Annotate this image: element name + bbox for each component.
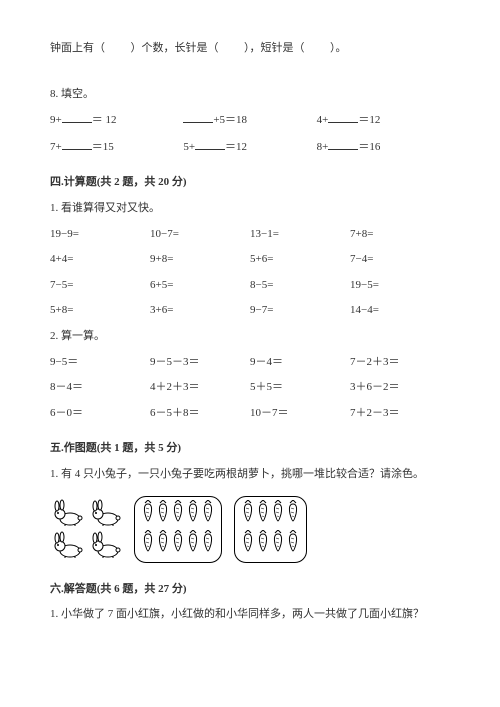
calc-row: 4+4=9+8=5+6=7−4= [50,251,450,269]
carrot-icon [256,530,270,559]
carrot-icon [156,530,170,559]
text: ＝15 [92,141,114,153]
sec5-q1: 1. 有 4 只小兔子，一只小兔子要吃两根胡萝卜，挑哪一堆比较合适？请涂色。 [50,466,450,484]
clock-fill-line: 钟面上有（ ）个数，长针是（ ），短针是（ ）。 [50,40,450,58]
rabbits-group [50,499,122,559]
calc-cell: 8−5= [250,277,350,295]
carrot-icon [171,500,185,529]
carrot-row [141,500,215,529]
calc-cell: 7－2＋3＝ [350,354,450,372]
calc-cell: 6+5= [150,277,250,295]
blank [328,138,358,150]
calc-cell: 3＋6－2＝ [350,379,450,397]
calc-cell: 9－4＝ [250,354,350,372]
text: 9+ [50,114,62,126]
calc-row: 6－0＝6－5＋8＝10－7＝7＋2－3＝ [50,405,450,423]
rabbit-icon [88,499,122,527]
calc-cell: 7−4= [350,251,450,269]
carrot-icon [201,500,215,529]
text: 钟面上有（ [50,42,105,54]
carrot-box-1 [134,496,222,563]
calc-cell: 5＋5＝ [250,379,350,397]
carrot-row [241,500,300,529]
rabbit-icon [50,531,84,559]
calc-cell: 13−1= [250,226,350,244]
q8-row1: 9+ ＝ 12 +5＝18 4+ ＝12 [50,111,450,130]
sec5-title: 五.作图题(共 1 题，共 5 分) [50,440,450,458]
rabbit-icon [88,531,122,559]
carrot-row [141,530,215,559]
carrot-icon [286,500,300,529]
carrot-icon [156,500,170,529]
calc-cell: 3+6= [150,302,250,320]
carrot-icon [241,530,255,559]
blank [62,138,92,150]
text: 5+ [183,141,195,153]
rabbit-icon [50,499,84,527]
carrot-icon [256,500,270,529]
carrot-icon [186,500,200,529]
calc-row: 5+8=3+6=9−7=14−4= [50,302,450,320]
carrot-icon [141,500,155,529]
calc-cell: 5+8= [50,302,150,320]
calc-row: 19−9=10−7=13−1=7+8= [50,226,450,244]
carrot-icon [171,530,185,559]
carrot-box-2 [234,496,307,563]
carrot-icon [186,530,200,559]
text: ＝12 [225,141,247,153]
sec4-q2-title: 2. 算一算。 [50,328,450,346]
carrot-icon [141,530,155,559]
text: ＝16 [358,141,380,153]
calc-row: 8－4＝4＋2＋3＝5＋5＝3＋6－2＝ [50,379,450,397]
calc-cell: 9−5＝ [50,354,150,372]
calc-cell: 7＋2－3＝ [350,405,450,423]
calc-cell: 10－7＝ [250,405,350,423]
calc-cell: 4＋2＋3＝ [150,379,250,397]
calc-cell: 4+4= [50,251,150,269]
calc-cell: 7−5= [50,277,150,295]
carrot-row [241,530,300,559]
text: ），短针是（ [244,42,305,54]
blank [62,111,92,123]
calc-cell: 10−7= [150,226,250,244]
carrot-icon [271,500,285,529]
sec4-q1-title: 1. 看谁算得又对又快。 [50,200,450,218]
calc-cell: 8－4＝ [50,379,150,397]
text: 4+ [317,114,329,126]
sec6-q1: 1. 小华做了 7 面小红旗，小红做的和小华同样多，两人一共做了几面小红旗？ [50,606,450,624]
text: ）。 [330,42,347,54]
text: 8+ [317,141,329,153]
carrot-icon [286,530,300,559]
calc-cell: 9+8= [150,251,250,269]
calc-cell: 14−4= [350,302,450,320]
calc-cell: 19−9= [50,226,150,244]
q8-title: 8. 填空。 [50,86,450,104]
calc-cell: 9−7= [250,302,350,320]
calc-cell: 6－5＋8＝ [150,405,250,423]
carrot-icon [201,530,215,559]
sec6-title: 六.解答题(共 6 题，共 27 分) [50,581,450,599]
calc-row: 9−5＝9－5－3＝9－4＝7－2＋3＝ [50,354,450,372]
sec4-title: 四.计算题(共 2 题，共 20 分) [50,174,450,192]
calc-cell: 5+6= [250,251,350,269]
calc-cell: 7+8= [350,226,450,244]
carrot-icon [271,530,285,559]
text: +5＝18 [213,114,247,126]
calc-row: 7−5=6+5=8−5=19−5= [50,277,450,295]
carrot-icon [241,500,255,529]
blank [195,138,225,150]
text: 7+ [50,141,62,153]
calc-cell: 6－0＝ [50,405,150,423]
text: ）个数，长针是（ [131,42,219,54]
text: ＝12 [358,114,380,126]
blank [328,111,358,123]
text: ＝ 12 [92,114,117,126]
figure-row [50,496,450,563]
q8-row2: 7+ ＝15 5+ ＝12 8+ ＝16 [50,138,450,157]
blank [183,111,213,123]
calc-cell: 9－5－3＝ [150,354,250,372]
calc-cell: 19−5= [350,277,450,295]
